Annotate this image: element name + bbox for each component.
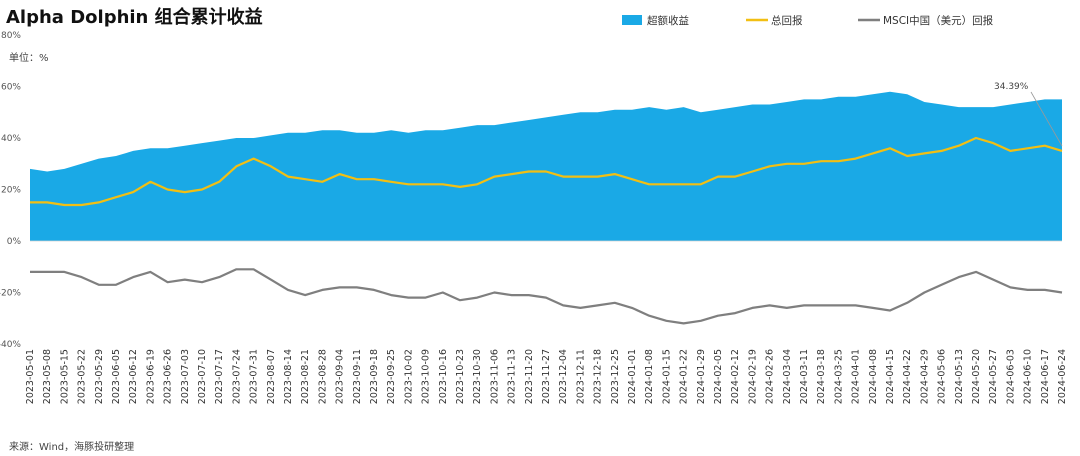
- x-tick-label: 2023-12-18: [593, 349, 604, 404]
- x-tick-label: 2023-05-15: [59, 349, 70, 404]
- x-tick-label: 2024-02-05: [713, 349, 724, 404]
- x-tick-label: 2023-09-25: [386, 349, 397, 404]
- x-tick-label: 2024-06-24: [1057, 349, 1068, 404]
- x-tick-label: 2023-05-08: [42, 349, 53, 404]
- x-tick-label: 2023-09-04: [335, 349, 346, 404]
- y-tick-label: -20%: [0, 289, 21, 299]
- x-tick-label: 2024-05-27: [988, 349, 999, 404]
- x-axis: 2023-05-01 2023-05-08 2023-05-15 2023-05-22…: [25, 349, 1068, 404]
- legend: 超额收益 总回报 MSCI中国（美元）回报: [622, 14, 994, 27]
- series-area-excess-return: [30, 91, 1062, 241]
- x-tick-label: 2024-01-29: [696, 349, 707, 404]
- x-tick-label: 2024-01-15: [661, 349, 672, 404]
- x-tick-label: 2023-07-31: [249, 349, 260, 404]
- x-tick-label: 2023-10-23: [455, 349, 466, 404]
- y-axis: 80% 60% 40% 20% 0% -20% -40%: [0, 31, 21, 350]
- x-tick-label: 2023-07-17: [214, 349, 225, 404]
- x-tick-label: 2023-10-09: [421, 349, 432, 404]
- x-tick-label: 2024-06-03: [1005, 349, 1016, 404]
- x-tick-label: 2024-05-06: [937, 349, 948, 404]
- x-tick-label: 2023-07-03: [180, 349, 191, 404]
- x-tick-label: 2023-06-05: [111, 349, 122, 404]
- x-tick-label: 2023-10-30: [472, 349, 483, 404]
- x-tick-label: 2023-09-11: [352, 349, 363, 404]
- annotation-leader-line: [1030, 91, 1063, 147]
- x-tick-label: 2024-04-22: [902, 349, 913, 404]
- y-tick-label: 80%: [1, 31, 21, 41]
- x-tick-label: 2023-10-16: [438, 349, 449, 404]
- source-note: 来源：Wind，海豚投研整理: [9, 440, 134, 453]
- x-tick-label: 2023-05-29: [94, 349, 105, 404]
- y-tick-label: 60%: [1, 83, 21, 93]
- x-tick-label: 2023-11-20: [524, 349, 535, 404]
- x-tick-label: 2023-12-04: [558, 349, 569, 404]
- x-tick-label: 2023-06-19: [145, 349, 156, 404]
- x-tick-label: 2024-02-26: [765, 349, 776, 404]
- legend-label: 总回报: [771, 14, 803, 27]
- x-tick-label: 2023-08-07: [266, 349, 277, 404]
- plot-area: [30, 91, 1063, 325]
- x-tick-label: 2024-06-17: [1040, 349, 1051, 404]
- x-tick-label: 2024-04-29: [919, 349, 930, 404]
- x-tick-label: 2023-12-25: [610, 349, 621, 404]
- x-tick-label: 2024-05-13: [954, 349, 965, 404]
- x-tick-label: 2023-07-10: [197, 349, 208, 404]
- x-tick-label: 2024-03-11: [799, 349, 810, 404]
- x-tick-label: 2024-05-20: [971, 349, 982, 404]
- x-tick-label: 2023-05-01: [25, 349, 36, 404]
- x-tick-label: 2024-03-18: [816, 349, 827, 404]
- x-tick-label: 2023-07-24: [231, 349, 242, 404]
- y-tick-label: -40%: [0, 340, 21, 350]
- x-tick-label: 2023-10-02: [403, 349, 414, 404]
- x-tick-label: 2024-01-01: [627, 349, 638, 404]
- x-tick-label: 2024-01-08: [644, 349, 655, 404]
- chart-title: Alpha Dolphin 组合累计收益: [6, 6, 263, 28]
- legend-label: MSCI中国（美元）回报: [883, 14, 994, 27]
- x-tick-label: 2023-09-18: [369, 349, 380, 404]
- x-tick-label: 2023-05-22: [77, 349, 88, 404]
- x-tick-label: 2023-11-27: [541, 349, 552, 404]
- end-value-annotation: 34.39%: [994, 82, 1029, 92]
- x-tick-label: 2023-08-28: [317, 349, 328, 404]
- x-tick-label: 2023-08-21: [300, 349, 311, 404]
- x-tick-label: 2024-04-08: [868, 349, 879, 404]
- x-tick-label: 2024-06-10: [1023, 349, 1034, 404]
- x-tick-label: 2023-11-13: [507, 349, 518, 404]
- y-tick-label: 40%: [1, 134, 21, 144]
- unit-label: 单位：%: [9, 51, 49, 64]
- x-tick-label: 2024-01-22: [679, 349, 690, 404]
- series-line-msci-china: [30, 268, 1063, 325]
- x-tick-label: 2024-02-12: [730, 349, 741, 404]
- x-tick-label: 2023-12-11: [575, 349, 586, 404]
- x-tick-label: 2024-04-01: [851, 349, 862, 404]
- legend-label: 超额收益: [647, 14, 689, 27]
- x-tick-label: 2023-06-12: [128, 349, 139, 404]
- x-tick-label: 2024-04-15: [885, 349, 896, 404]
- y-tick-label: 0%: [7, 237, 22, 247]
- legend-swatch: [622, 15, 642, 25]
- x-tick-label: 2023-11-06: [489, 349, 500, 404]
- x-tick-label: 2024-03-25: [833, 349, 844, 404]
- x-tick-label: 2023-06-26: [163, 349, 174, 404]
- x-tick-label: 2024-03-04: [782, 349, 793, 404]
- y-tick-label: 20%: [1, 186, 21, 196]
- x-tick-label: 2023-08-14: [283, 349, 294, 404]
- x-tick-label: 2024-02-19: [747, 349, 758, 404]
- series-line-total-return: [30, 136, 1063, 207]
